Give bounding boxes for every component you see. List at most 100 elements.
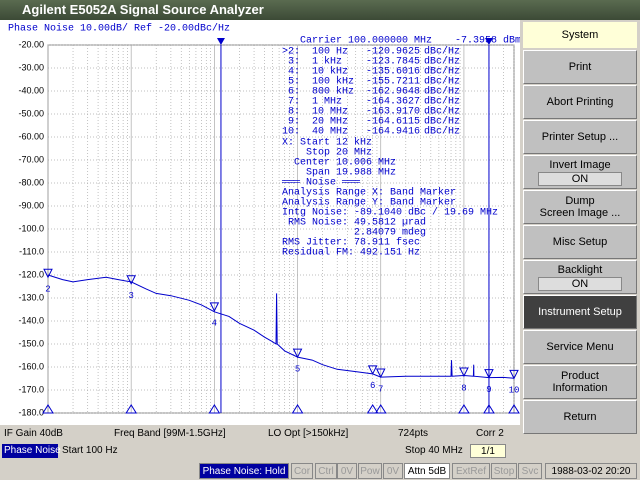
info-field: 724pts [398, 428, 429, 439]
marker-label: 10 [509, 386, 520, 396]
mode-button[interactable]: Phase Noise [2, 444, 61, 458]
softkey-label: Printer Setup ... [541, 131, 619, 143]
analysis-line: X: Start 12 kHz [282, 137, 372, 149]
status-field: 0V [337, 463, 357, 479]
softkey[interactable]: Print [523, 50, 637, 84]
carrier: Carrier 100.000000 MHz [300, 35, 432, 47]
analysis-line: RMS Jitter: 78.911 fsec [282, 237, 420, 249]
trace [47, 274, 515, 379]
marker-foot [508, 404, 520, 414]
y-tick-label: -170.0 [18, 384, 44, 394]
marker [292, 348, 303, 359]
softkey[interactable]: Return [523, 400, 637, 434]
marker-table-cell: -164.6115 [366, 117, 420, 128]
y-tick-label: -120.0 [18, 269, 44, 279]
marker [375, 368, 386, 379]
softkey-label: Invert Image [549, 158, 611, 171]
y-tick-label: -60.00 [18, 131, 44, 141]
y-tick-label: -80.00 [18, 177, 44, 187]
softkey[interactable]: Product Information [523, 365, 637, 399]
marker-table-cell: -135.6016 [366, 67, 420, 78]
marker-table-cell: 100 Hz [312, 47, 348, 58]
marker-table-cell: 40 MHz [312, 127, 348, 138]
marker-table-cell: -123.7845 [366, 57, 420, 68]
status-field: Svc [518, 463, 542, 479]
y-tick-label: -30.00 [18, 62, 44, 72]
start-freq: Start 100 Hz [62, 445, 118, 456]
softkey-label: Screen Image ... [539, 207, 621, 219]
marker-table-cell: 8: [288, 107, 300, 118]
marker-label: 4 [212, 318, 217, 328]
marker-table-cell: -163.9170 [366, 107, 420, 118]
marker-table-cell: dBc/Hz [424, 86, 460, 98]
softkey[interactable]: Abort Printing [523, 85, 637, 119]
softkey[interactable]: Misc Setup [523, 225, 637, 259]
softkey-label: Information [552, 382, 608, 394]
softkey-label: Instrument Setup [538, 306, 622, 318]
softkey-state: ON [538, 276, 622, 291]
softkey[interactable]: Printer Setup ... [523, 120, 637, 154]
status-field: 0V [383, 463, 403, 479]
marker [126, 275, 136, 285]
softkey-label: Dump [565, 195, 595, 207]
marker-label: 5 [295, 365, 300, 375]
status-field: Cor [291, 463, 313, 479]
marker-table-cell: 1 kHz [312, 56, 342, 68]
analysis-line: Analysis Range X: Band Marker [282, 187, 456, 199]
marker-table-cell: dBc/Hz [424, 126, 460, 138]
softkey[interactable]: Service Menu [523, 330, 637, 364]
y-tick-label: -50.00 [18, 108, 44, 118]
softkey-state: ON [538, 171, 622, 186]
marker-table-cell: dBc/Hz [424, 56, 460, 68]
marker-table-cell: -164.3627 [366, 97, 420, 108]
y-tick-label: -110.0 [19, 246, 44, 256]
y-tick-label: -150.0 [18, 338, 44, 348]
marker-table-cell: 3: [288, 57, 300, 68]
softkey-label: Misc Setup [552, 236, 608, 248]
softkey[interactable]: Invert Image ON [523, 155, 637, 189]
marker-table-cell: 10 kHz [312, 66, 348, 78]
softkey-label: Backlight [557, 263, 603, 276]
chart-title: Phase Noise 10.00dB/ Ref -20.00dBc/Hz [8, 23, 230, 35]
marker-foot [366, 404, 379, 414]
marker-table-cell: dBc/Hz [424, 106, 460, 118]
info-field: Freq Band [99M-1.5GHz] [114, 428, 226, 439]
analysis-line: Span 19.988 MHz [282, 168, 396, 179]
chart-panel: Phase Noise 10.00dB/ Ref -20.00dBc/Hz Car… [0, 20, 521, 425]
status-field: 1988-03-02 20:20 [545, 463, 637, 479]
band-marker-flag [484, 38, 493, 45]
analysis-line: Stop 20 MHz [282, 148, 372, 159]
marker [459, 367, 469, 378]
status-field: ExtRef [452, 463, 490, 479]
y-tick-label: -40.00 [18, 85, 44, 95]
marker-table-cell: -162.9648 [366, 87, 420, 98]
y-tick-label: -180.0 [18, 407, 44, 417]
softkey[interactable]: Instrument Setup [523, 295, 637, 329]
info-field: IF Gain 40dB [4, 428, 63, 439]
y-tick-label: -160.0 [18, 361, 44, 371]
marker-label: 7 [378, 384, 383, 394]
y-tick-label: -20.00 [18, 39, 44, 49]
marker-table-cell: -155.7211 [366, 77, 420, 88]
status-field: Attn 5dB [404, 463, 450, 479]
chart: Phase Noise 10.00dB/ Ref -20.00dBc/Hz Car… [8, 23, 521, 418]
window-title: Agilent E5052A Signal Source Analyzer [0, 0, 640, 20]
marker-table-cell: 9: [288, 117, 300, 128]
marker-table-cell: 10: [282, 127, 300, 138]
marker-table-cell: 800 kHz [312, 86, 354, 98]
softkey[interactable]: Backlight ON [523, 260, 637, 294]
marker-table-cell: -120.9625 [366, 47, 420, 58]
marker-table-cell: dBc/Hz [424, 96, 460, 108]
analysis-line: RMS Noise: 49.5812 µrad [282, 217, 426, 229]
softkey[interactable]: Dump Screen Image ... [523, 190, 637, 224]
plot-area [47, 44, 515, 414]
marker-table-cell: 100 kHz [312, 76, 354, 88]
marker-foot [374, 404, 387, 414]
stop-freq: Stop 40 MHz [405, 445, 463, 456]
softkey-label: Print [568, 61, 592, 73]
marker-label: 2 [45, 285, 50, 295]
marker-table-cell: -164.9416 [366, 127, 420, 138]
marker-table-cell: 6: [288, 87, 300, 98]
marker-label: 6 [370, 381, 375, 391]
analysis-line: 2.84079 mdeg [282, 227, 426, 239]
